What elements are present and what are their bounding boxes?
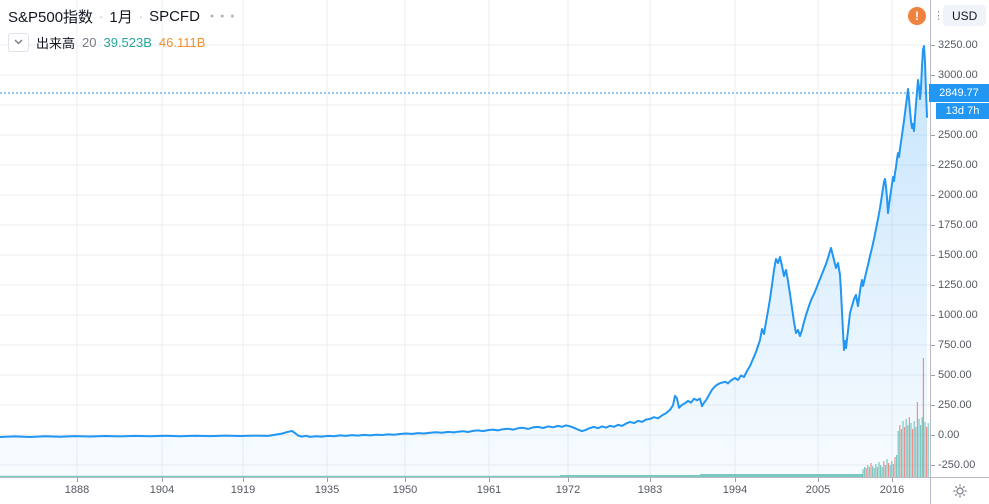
volume-indicator-row: 出来高 20 39.523B 46.111B	[8, 32, 237, 52]
legend: S&P500指数 · 1月 · SPCFD ● ● ● 出来高 20 39.52…	[8, 5, 237, 52]
time-axis-tick	[568, 478, 569, 482]
price-axis-label: 500.00	[938, 369, 972, 381]
price-axis-label: 2000.00	[938, 189, 978, 201]
price-axis-label: 250.00	[938, 399, 972, 411]
time-axis-label: 1888	[64, 484, 90, 496]
interval-label[interactable]: 1月	[109, 8, 133, 26]
price-axis-tick	[931, 225, 935, 226]
volume-param: 20	[82, 34, 97, 50]
settings-gear-icon[interactable]	[953, 484, 967, 498]
volume-value-primary: 39.523B	[103, 34, 152, 50]
price-axis-tick	[931, 405, 935, 406]
alert-icon[interactable]: !	[908, 7, 926, 25]
axis-drag-dots-icon: ⋮	[933, 9, 944, 22]
price-axis-tick	[931, 435, 935, 436]
volume-indicator-label[interactable]: 出来高	[36, 35, 76, 51]
time-axis-tick	[77, 478, 78, 482]
chart-canvas[interactable]	[0, 0, 930, 477]
separator: ·	[99, 8, 104, 24]
price-axis-tick	[931, 195, 935, 196]
price-axis-label: 1000.00	[938, 309, 978, 321]
time-axis-tick	[735, 478, 736, 482]
price-axis-label: 3000.00	[938, 69, 978, 81]
chevron-down-icon	[14, 39, 23, 45]
price-axis-label: 1250.00	[938, 279, 978, 291]
more-options-icon[interactable]: ● ● ●	[209, 12, 237, 20]
time-axis-label: 1961	[476, 484, 502, 496]
area-series	[0, 46, 927, 477]
price-axis-tick	[931, 45, 935, 46]
volume-bars	[0, 358, 929, 477]
symbol-title[interactable]: S&P500指数	[8, 8, 94, 26]
time-axis-label: 1994	[722, 484, 748, 496]
time-axis-tick	[327, 478, 328, 482]
price-axis-tick	[931, 255, 935, 256]
price-axis-tick	[931, 135, 935, 136]
price-axis-label: 2500.00	[938, 129, 978, 141]
price-axis-tick	[931, 165, 935, 166]
time-axis-tick	[818, 478, 819, 482]
price-axis-tick	[931, 315, 935, 316]
price-axis-label: 750.00	[938, 339, 972, 351]
time-axis-label: 2016	[879, 484, 905, 496]
time-axis-label: 1983	[637, 484, 663, 496]
time-axis-label: 1904	[149, 484, 175, 496]
time-axis-label: 2005	[805, 484, 831, 496]
price-axis-label: 2250.00	[938, 159, 978, 171]
time-axis-tick	[243, 478, 244, 482]
price-axis-tick	[931, 75, 935, 76]
currency-row: ⋮ USD	[933, 5, 989, 26]
axis-settings-corner	[930, 477, 989, 504]
price-axis-label: 1500.00	[938, 249, 978, 261]
price-axis-label: -250.00	[938, 459, 976, 471]
bar-countdown-label: 13d 7h	[936, 103, 989, 119]
price-axis-label: 0.00	[938, 429, 960, 441]
price-axis-label: 3250.00	[938, 39, 978, 51]
price-axis-label: 1750.00	[938, 219, 978, 231]
price-axis-tick	[931, 345, 935, 346]
time-axis-label: 1972	[555, 484, 581, 496]
time-axis[interactable]: 1888 1904 1919 1935 1950 1961 1972 1983 1994 2005…	[0, 477, 930, 504]
price-axis-tick	[931, 465, 935, 466]
time-axis-label: 1935	[314, 484, 340, 496]
price-axis-tick	[931, 285, 935, 286]
time-axis-tick	[892, 478, 893, 482]
time-axis-label: 1919	[230, 484, 256, 496]
volume-value-ma: 46.111B	[158, 34, 206, 50]
time-axis-label: 1950	[392, 484, 418, 496]
usd-currency-button[interactable]: USD	[943, 5, 987, 26]
price-chart[interactable]	[0, 0, 930, 477]
symbol-code[interactable]: SPCFD	[149, 7, 200, 25]
line-series	[0, 45, 928, 438]
symbol-title-row: S&P500指数 · 1月 · SPCFD ● ● ●	[8, 5, 237, 27]
time-axis-tick	[405, 478, 406, 482]
price-axis-tick	[931, 375, 935, 376]
last-price-label: 2849.77	[929, 84, 989, 102]
separator: ·	[138, 8, 144, 24]
price-axis[interactable]: ⋮ USD 2849.77 13d 7h 3250.00 3000.00 2500.…	[929, 0, 989, 477]
time-axis-tick	[162, 478, 163, 482]
time-axis-tick	[650, 478, 651, 482]
legend-collapse-button[interactable]	[8, 32, 29, 52]
time-axis-tick	[489, 478, 490, 482]
